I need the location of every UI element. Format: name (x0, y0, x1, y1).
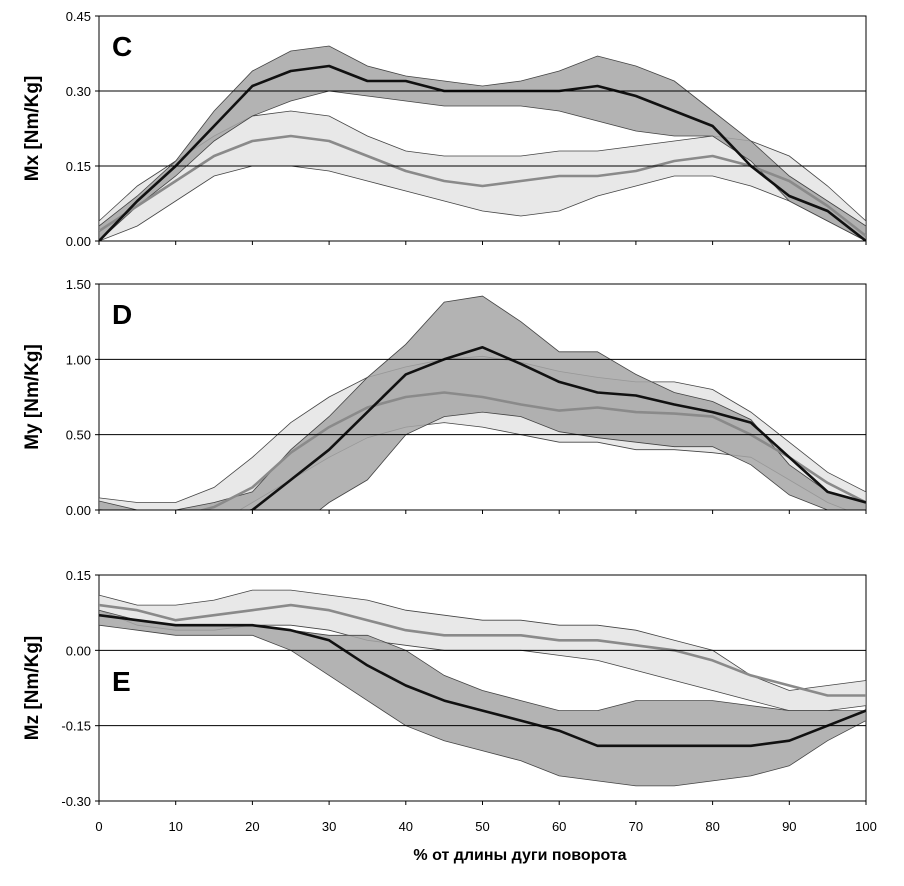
plot-content (99, 295, 866, 510)
x-tick-label: 50 (475, 819, 489, 834)
y-tick-label: 0.15 (66, 159, 91, 174)
x-tick-label: 90 (782, 819, 796, 834)
y-tick-label: 0.45 (66, 9, 91, 24)
panel-d: 1.50 1.00 0.50 0.00 My [Nm/Kg] D (22, 277, 867, 518)
x-tick-label: 10 (168, 819, 182, 834)
y-axis-label: Mx [Nm/Kg] (22, 76, 43, 182)
x-tick-label: 80 (705, 819, 719, 834)
x-tick-label: 60 (552, 819, 566, 834)
x-tick-label: 70 (629, 819, 643, 834)
plot-content (99, 589, 866, 787)
y-tick-label: 0.15 (66, 568, 91, 583)
dark-band-area (99, 295, 866, 510)
y-tick-label: -0.15 (61, 719, 91, 734)
x-axis-label: % от длины дуги поворота (413, 847, 626, 864)
x-tick-label: 20 (245, 819, 259, 834)
panel-c: 0.45 0.30 0.15 0.00 Mx [Nm/Kg] C (22, 9, 867, 249)
x-tick-label: 100 (855, 819, 877, 834)
y-tick-label: 0.30 (66, 84, 91, 99)
dark-mean-line (248, 345, 866, 510)
panel-letter: E (112, 666, 131, 697)
gray-mean-line (99, 391, 866, 510)
y-tick-label: 0.00 (66, 503, 91, 518)
y-tick-label: 0.50 (66, 428, 91, 443)
y-axis-label: Mz [Nm/Kg] (22, 636, 43, 740)
panel-letter: C (112, 31, 132, 62)
light-band-area (99, 110, 866, 241)
dark-band-area (99, 609, 866, 787)
y-tick-label: 0.00 (66, 643, 91, 658)
y-tick-label: -0.30 (61, 794, 91, 809)
panel-e: 0.15 0.00 -0.15 -0.30 Mz [Nm/Kg] E (22, 568, 867, 809)
light-band-area (99, 589, 866, 711)
y-tick-label: 1.00 (66, 352, 91, 367)
y-tick-label: 1.50 (66, 277, 91, 292)
gray-mean-line (99, 134, 866, 238)
dark-mean-line (99, 613, 866, 748)
panel-letter: D (112, 299, 132, 330)
x-tick-label: 0 (95, 819, 102, 834)
y-tick-label: 0.00 (66, 234, 91, 249)
x-tick-label: 30 (322, 819, 336, 834)
x-tick-label: 40 (399, 819, 413, 834)
y-axis-label: My [Nm/Kg] (22, 344, 43, 450)
gray-mean-line (99, 603, 866, 697)
